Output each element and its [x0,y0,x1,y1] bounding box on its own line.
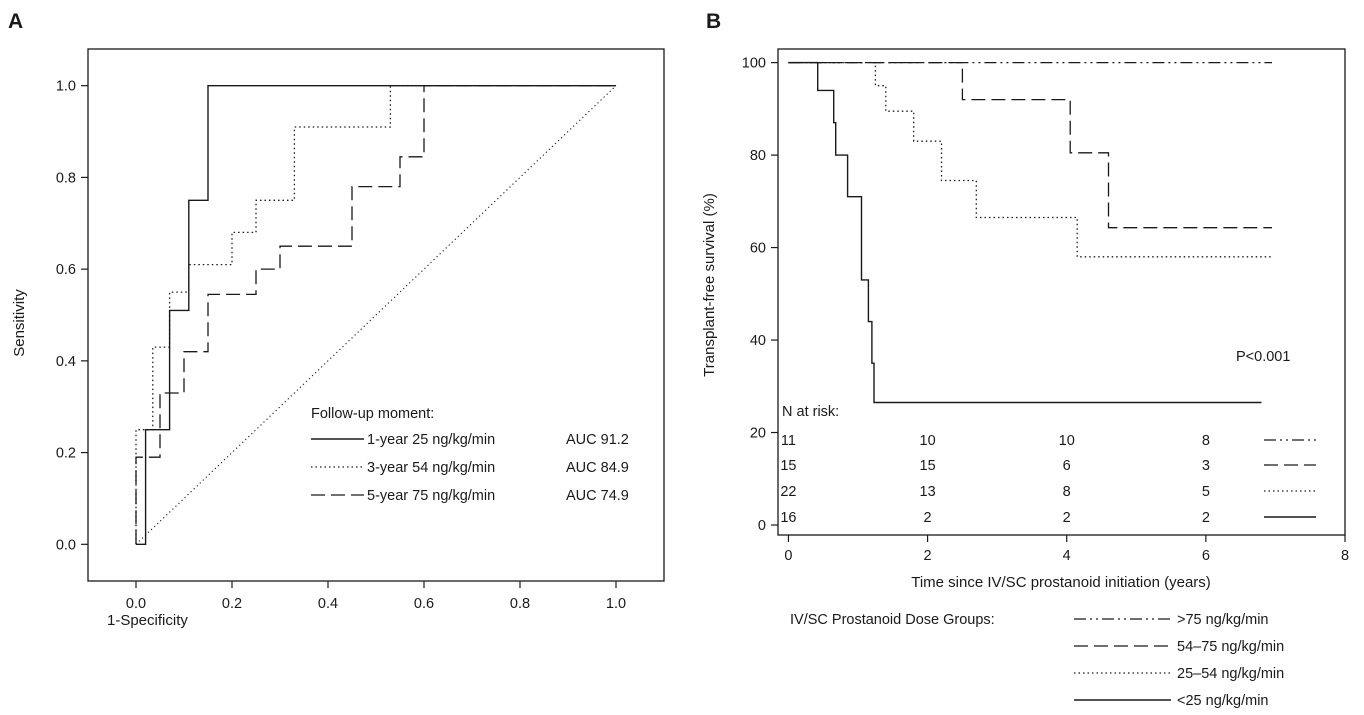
risk-count: 2 [1202,510,1210,526]
legend-entry-label: 3-year 54 ng/kg/min [367,460,495,476]
panel-a-y-tick-label: 0.6 [56,262,76,278]
risk-count: 6 [1063,458,1071,474]
legend-entry-auc: AUC 91.2 [566,432,629,448]
legend-entry-label: 54–75 ng/kg/min [1177,639,1284,655]
panel-a-y-axis-label: Sensitivity [11,289,28,357]
risk-count: 8 [1202,433,1210,449]
panel-b-x-axis: 0 2 4 6 8 [784,535,1349,564]
legend-entry-label: >75 ng/kg/min [1177,612,1269,628]
risk-count: 2 [1063,510,1071,526]
legend-entry-auc: AUC 74.9 [566,488,629,504]
panel-b-x-tick-label: 8 [1341,548,1349,564]
panel-a-x-tick-label: 0.6 [414,596,434,612]
panel-a-y-tick-label: 0.0 [56,537,76,553]
risk-count: 22 [780,484,796,500]
risk-count: 2 [924,510,932,526]
roc-curve-3 [135,85,617,545]
panel-b-x-tick-label: 4 [1063,548,1071,564]
panel-b-legend-title: IV/SC Prostanoid Dose Groups: [790,612,995,628]
panel-b: B 0 2 4 6 8 0 20 40 60 80 100 Time since IV/SC pr… [701,10,1349,709]
panel-a-x-axis-label: 1-Specificity [107,612,188,629]
risk-count: 16 [780,510,796,526]
risk-count: 15 [920,458,936,474]
panel-a-x-tick-label: 0.2 [222,596,242,612]
panel-a-x-tick-label: 0.8 [510,596,530,612]
panel-a-y-tick-label: 0.2 [56,446,76,462]
panel-b-y-axis-label: Transplant-free survival (%) [701,193,718,377]
panel-b-plot-frame [777,48,1346,536]
legend-entry-label: <25 ng/kg/min [1177,693,1269,709]
panel-a-y-tick-label: 0.8 [56,170,76,186]
survival-curve-1 [788,61,1272,229]
panel-a-plot-frame [87,48,665,582]
panel-a-x-axis: 0.0 0.2 0.4 0.6 0.8 1.0 [126,581,626,612]
panel-b-x-tick-label: 6 [1202,548,1210,564]
panel-b-y-tick-label: 40 [750,333,766,349]
panel-b-y-tick-label: 80 [750,148,766,164]
panel-b-label: B [706,10,721,33]
survival-curve-3 [788,61,1262,404]
roc-curve-0 [136,84,616,545]
panel-b-p-value: P<0.001 [1236,349,1290,365]
risk-count: 8 [1063,484,1071,500]
panel-a-x-tick-label: 0.0 [126,596,146,612]
risk-count: 10 [1059,433,1075,449]
panel-b-y-tick-label: 20 [750,426,766,442]
panel-b-x-axis-label: Time since IV/SC prostanoid initiation (… [911,574,1211,591]
panel-a-legend: Follow-up moment: 1-year 25 ng/kg/min AUC… [311,406,629,504]
legend-entry-label: 1-year 25 ng/kg/min [367,432,495,448]
risk-count: 5 [1202,484,1210,500]
panel-b-y-tick-label: 60 [750,241,766,257]
risk-count: 13 [920,484,936,500]
panel-b-survival-curves [788,61,1272,404]
risk-count: 11 [781,433,796,449]
panel-a: A 0.0 0.2 0.4 0.6 0.8 1.0 0.00.20.40.60.81.0 … [8,10,665,629]
legend-entry-auc: AUC 84.9 [566,460,629,476]
panel-a-y-axis: 0.0 0.2 0.4 0.6 0.8 1.0 [56,79,88,553]
panel-a-roc-curves [135,84,617,545]
panel-a-label: A [8,10,23,33]
risk-table: 11 10 10 815 15 6 322 13 8 516 2 2 2 [780,433,1316,526]
risk-table-title: N at risk: [782,404,839,420]
panel-a-x-tick-label: 0.4 [318,596,338,612]
panel-a-x-tick-label: 1.0 [606,596,626,612]
risk-count: 3 [1202,458,1210,474]
panel-a-y-tick-label: 0.4 [56,354,76,370]
panel-a-y-tick-label: 1.0 [56,79,76,95]
panel-b-y-tick-label: 100 [742,56,766,72]
roc-curve-1 [135,85,616,545]
panel-a-legend-title: Follow-up moment: [311,406,434,422]
panel-b-x-tick-label: 0 [784,548,792,564]
panel-b-x-tick-label: 2 [924,548,932,564]
panel-b-legend: IV/SC Prostanoid Dose Groups: >75 ng/kg/… [790,612,1284,709]
legend-entry-label: 25–54 ng/kg/min [1177,666,1284,682]
legend-entry-label: 5-year 75 ng/kg/min [367,488,495,504]
panel-b-y-axis: 0 20 40 60 80 100 [742,56,778,534]
risk-count: 10 [920,433,936,449]
roc-curve-2 [135,85,616,545]
panel-b-y-tick-label: 0 [758,518,766,534]
risk-count: 15 [780,458,796,474]
